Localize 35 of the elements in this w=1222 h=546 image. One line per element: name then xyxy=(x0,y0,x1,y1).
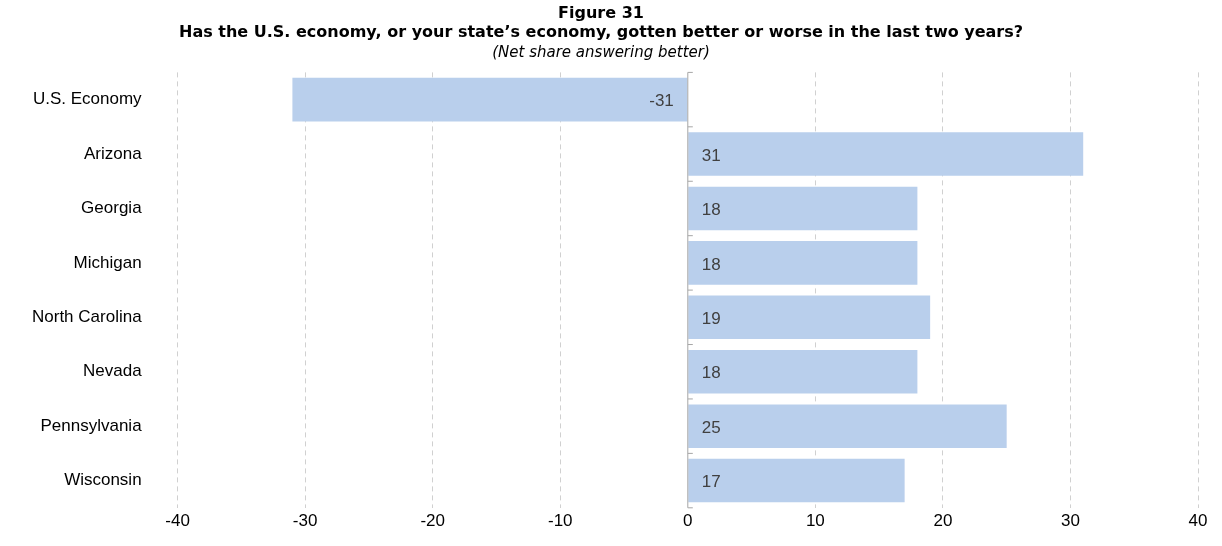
bar xyxy=(688,241,918,285)
y-tick-label: Georgia xyxy=(81,198,143,218)
bar xyxy=(688,295,931,340)
y-tick-label: Wisconsin xyxy=(64,470,142,490)
data-label: 19 xyxy=(701,309,721,328)
data-label: 18 xyxy=(701,363,721,383)
chart-title: Figure 31 Has the U.S. economy, or your state’s economy, gotten better or worse in the last two years? xyxy=(178,2,1024,41)
x-tick-label: -40 xyxy=(165,510,190,530)
y-tick-label: Michigan xyxy=(73,252,142,272)
x-tick-label: -20 xyxy=(420,510,445,530)
y-tick-label: Nevada xyxy=(82,361,143,381)
y-tick-label: U.S. Economy xyxy=(32,89,143,109)
x-tick-label: 10 xyxy=(805,510,825,530)
bar xyxy=(688,349,918,394)
data-label: 17 xyxy=(701,472,721,492)
x-tick-label: -30 xyxy=(292,510,318,530)
bar xyxy=(292,77,688,122)
data-label: -31 xyxy=(649,91,674,111)
bar xyxy=(688,458,905,503)
y-tick-label: Arizona xyxy=(83,143,143,163)
x-tick-label: 0 xyxy=(683,510,693,530)
y-tick-label: Pennsylvania xyxy=(40,415,143,435)
chart-subtitle: (Net share answering better) xyxy=(492,43,710,62)
x-tick-label: -10 xyxy=(547,510,573,530)
bar xyxy=(688,404,1007,448)
data-label: 25 xyxy=(701,417,721,437)
data-label: 31 xyxy=(701,145,721,165)
bar xyxy=(688,186,918,231)
data-label: 18 xyxy=(701,254,721,274)
x-tick-label: 20 xyxy=(933,510,953,530)
x-tick-label: 40 xyxy=(1188,510,1208,530)
data-label: 18 xyxy=(701,200,721,220)
y-tick-label: North Carolina xyxy=(31,307,143,326)
bar xyxy=(688,132,1084,176)
x-tick-label: 30 xyxy=(1060,510,1080,530)
